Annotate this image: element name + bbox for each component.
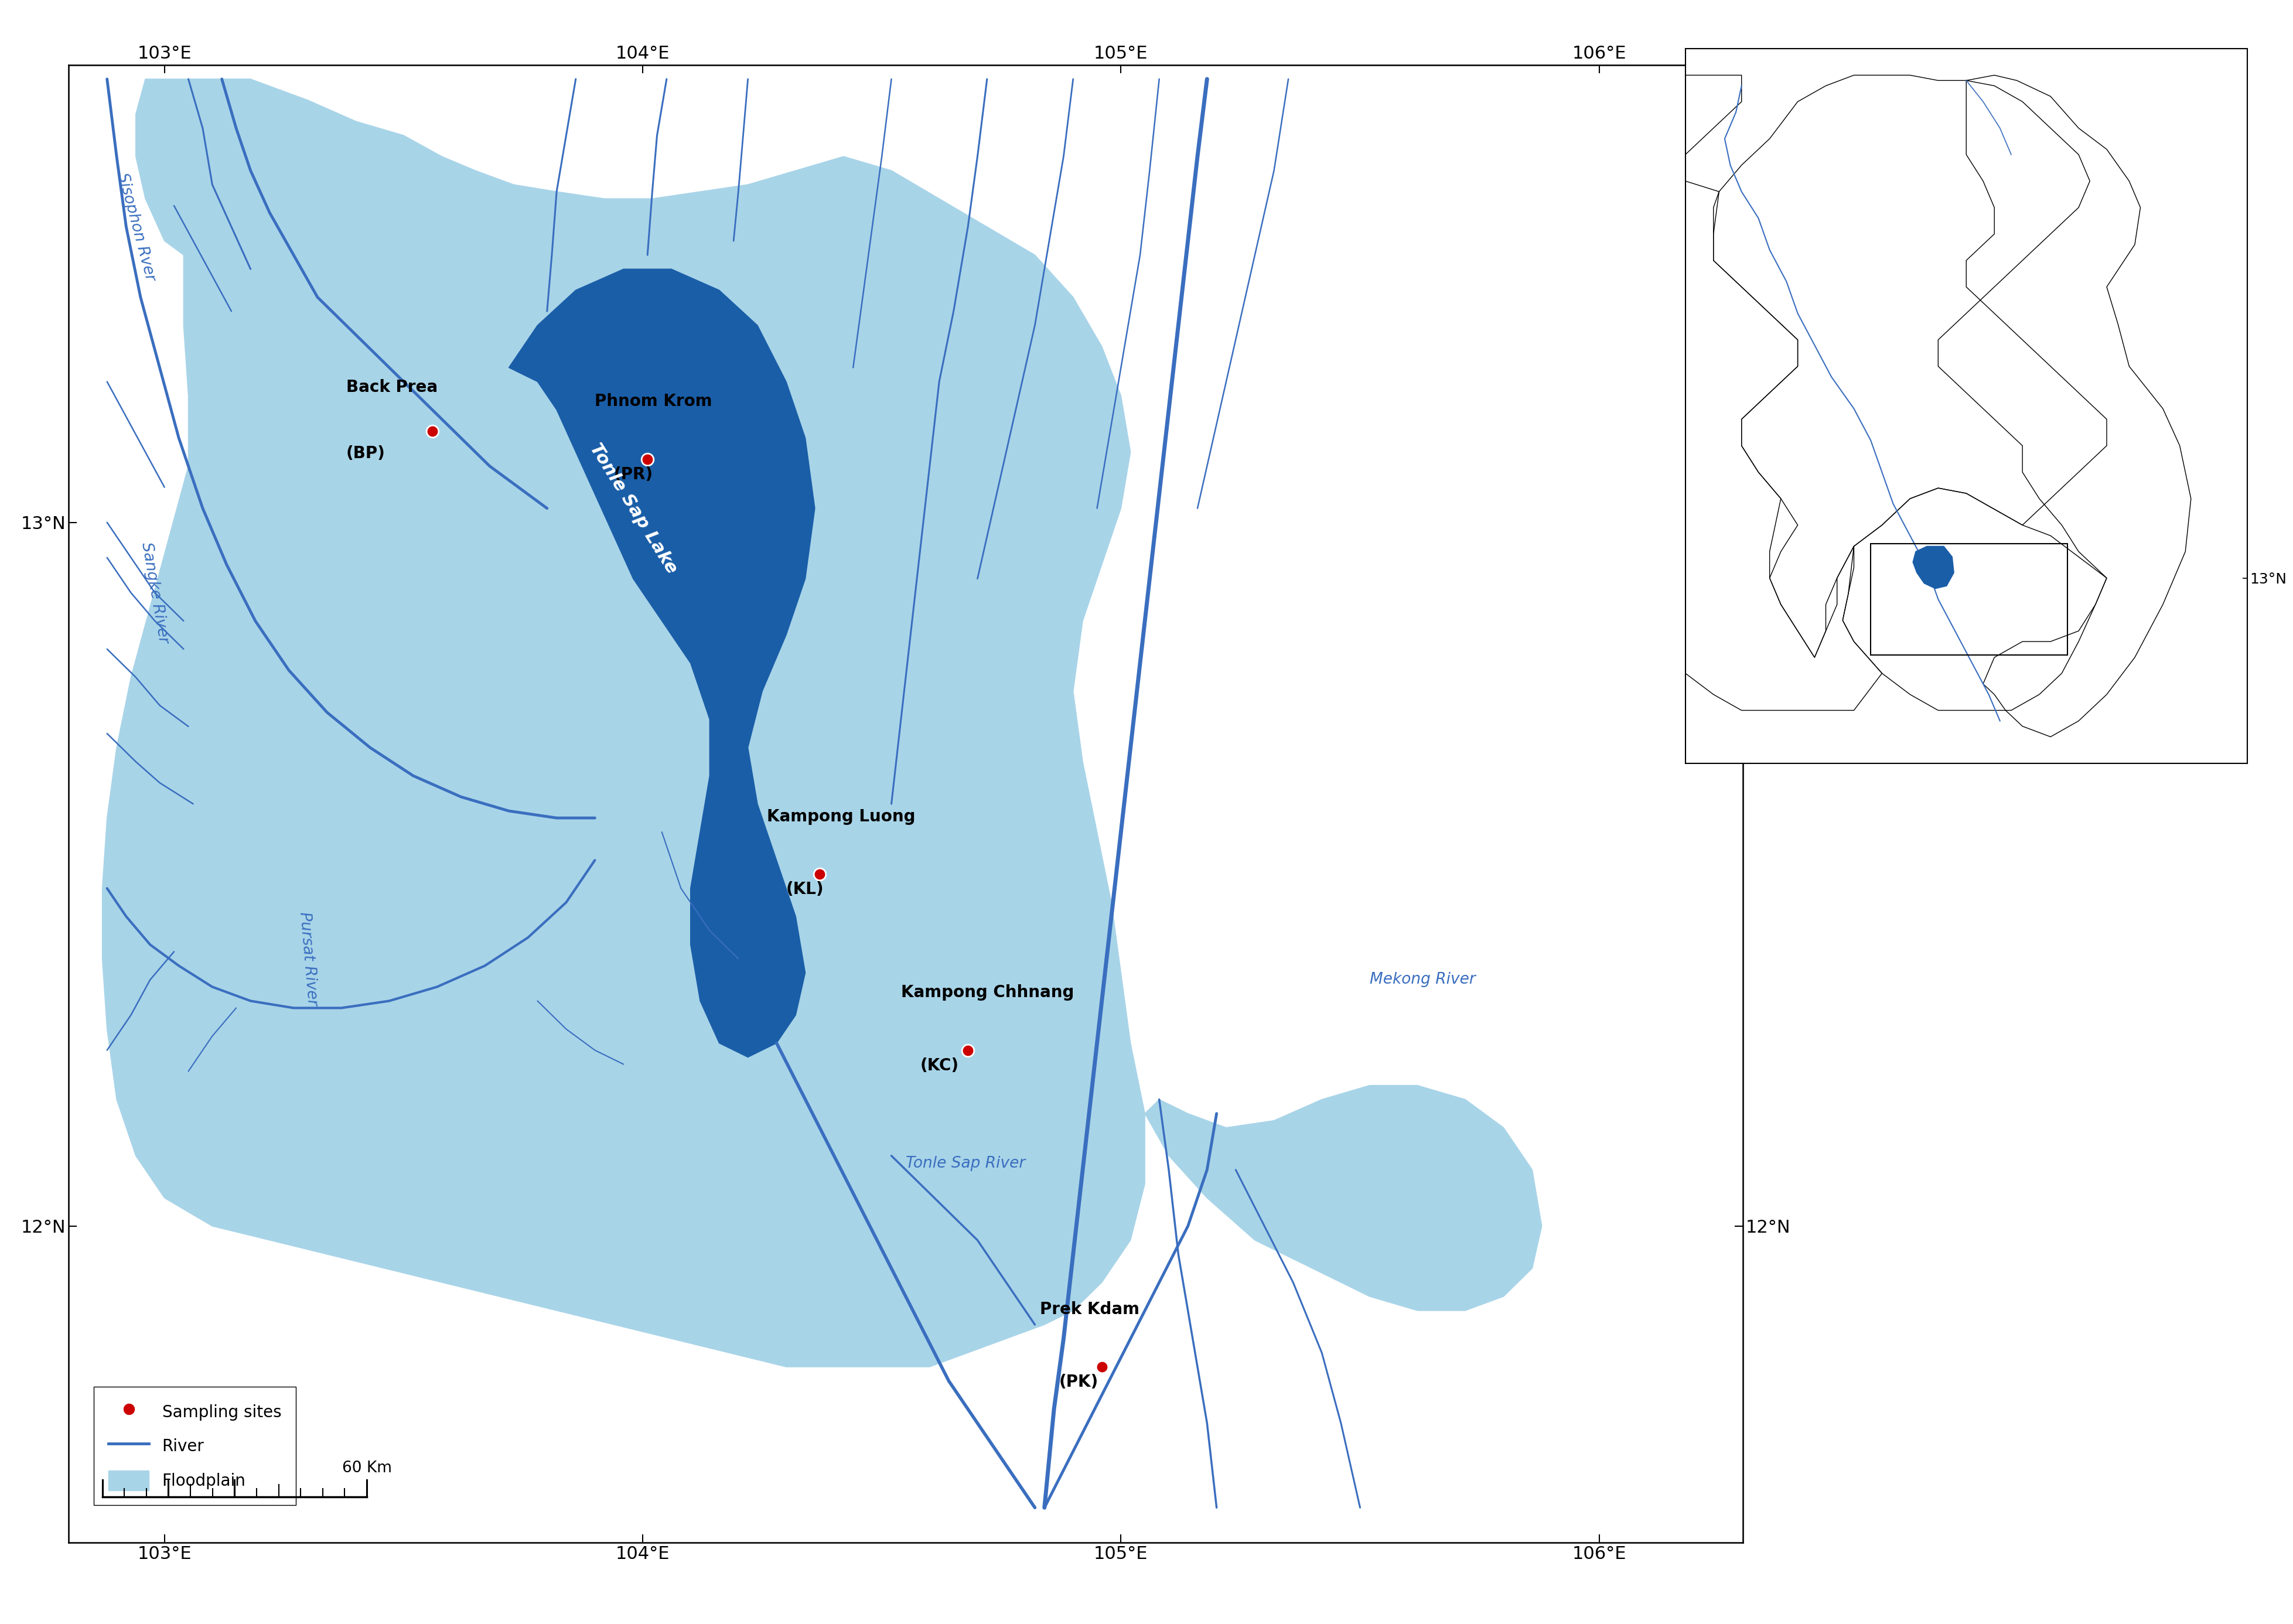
- Point: [628, 447, 665, 473]
- Point: [415, 417, 452, 443]
- Text: (BP): (BP): [346, 445, 385, 461]
- Text: Sangke River: Sangke River: [138, 541, 172, 645]
- Text: (PK): (PK): [1059, 1374, 1098, 1390]
- Point: [800, 861, 837, 887]
- Point: [1085, 1354, 1121, 1380]
- Bar: [1871, 544, 2068, 654]
- Polygon shape: [135, 80, 346, 283]
- Text: Pursat River: Pursat River: [296, 911, 319, 1007]
- Text: Mekong River: Mekong River: [1369, 973, 1474, 987]
- Polygon shape: [1912, 546, 1954, 588]
- Text: (KC): (KC): [919, 1057, 958, 1073]
- Text: (PR): (PR): [615, 466, 654, 482]
- Text: Phnom Krom: Phnom Krom: [594, 393, 713, 409]
- Text: 15: 15: [158, 1460, 179, 1476]
- Text: 0: 0: [96, 1460, 108, 1476]
- Legend: Sampling sites, River, Floodplain: Sampling sites, River, Floodplain: [94, 1387, 296, 1505]
- Text: Back Prea: Back Prea: [346, 380, 438, 396]
- Polygon shape: [1144, 1085, 1541, 1311]
- Text: Tonle Sap Lake: Tonle Sap Lake: [587, 440, 681, 577]
- Text: Sisophon Rver: Sisophon Rver: [115, 171, 158, 283]
- Text: 60 Km: 60 Km: [342, 1460, 392, 1476]
- Point: [949, 1038, 986, 1064]
- Text: 30: 30: [225, 1460, 245, 1476]
- Text: Prek Kdam: Prek Kdam: [1039, 1301, 1140, 1317]
- Polygon shape: [509, 270, 814, 1057]
- Polygon shape: [103, 80, 1144, 1367]
- Text: Kampong Chhnang: Kampong Chhnang: [901, 984, 1073, 1000]
- Text: Tonle Sap River: Tonle Sap River: [906, 1156, 1025, 1171]
- Text: (KL): (KL): [786, 882, 823, 898]
- Text: Kampong Luong: Kampong Luong: [768, 809, 915, 825]
